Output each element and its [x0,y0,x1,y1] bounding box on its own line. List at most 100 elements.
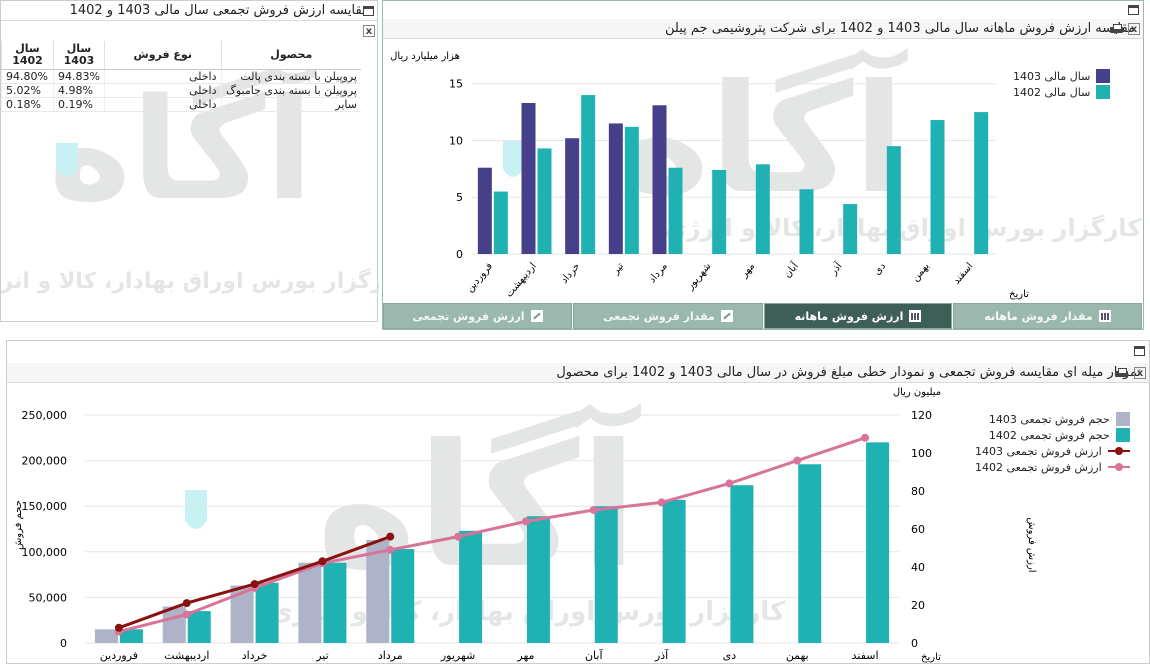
x-tick-label: شهریور [440,649,475,662]
sales-share-table: محصول نوع فروش سال 1403 سال 1402 پروپیلن… [1,41,361,112]
point-value-1403 [318,557,327,566]
point-value-1402 [386,545,395,554]
table-row[interactable]: پروپیلن با بسته بندی پالت داخلی 94.83% 9… [1,69,361,84]
maximize-icon[interactable] [363,6,374,16]
tab-cumulative-value[interactable]: ارزش فروش تجمعی [383,303,572,329]
x-tick-label: آبان [585,648,603,662]
y-tick-label: 0 [456,248,463,261]
bar-volume-1402 [255,582,279,643]
bar-volume-1402 [187,611,211,643]
legend-item-1402[interactable]: سال مالی 1402 [1013,84,1111,100]
point-value-1403 [250,580,259,589]
legend-swatch [1115,428,1130,442]
point-value-1403 [386,532,395,541]
bar-chart-icon [909,310,922,322]
export-excel-icon[interactable]: x [1128,23,1140,35]
y-tick-label: 250,000 [22,409,68,422]
tab-label: ارزش فروش تجمعی [412,310,525,323]
legend-item-1403[interactable]: سال مالی 1403 [1013,68,1111,84]
bar-1402 [799,189,814,254]
share-1402-cell: 94.80% [1,69,54,84]
x-tick-label: خرداد [242,649,268,662]
bar-1403 [652,105,667,254]
print-icon[interactable] [1110,24,1123,35]
legend-item-value-1403[interactable]: ارزش فروش تجمعی 1403 [975,443,1130,459]
share-1402-cell: 0.18% [1,97,54,112]
bar-volume-1402 [866,442,890,643]
legend-item-volume-1403[interactable]: حجم فروش تجمعی 1403 [975,411,1130,427]
x-tick-label: فروردین [464,261,495,295]
bar-volume-1403 [366,539,390,643]
bar-1402 [886,146,901,254]
legend-item-volume-1402[interactable]: حجم فروش تجمعی 1402 [975,427,1130,443]
x-axis-label: تاریخ [1009,289,1029,300]
column-header-1402[interactable]: سال 1402 [1,41,54,70]
export-excel-icon[interactable]: x [363,25,375,37]
x-tick-label: دی [872,261,888,277]
x-tick-label: مرداد [647,261,670,285]
x-tick-label: تیر [610,261,626,278]
point-value-1403 [182,599,191,608]
y2-axis-unit-label: میلیون ریال [893,387,941,398]
tab-monthly-quantity[interactable]: مقدار فروش ماهانه [953,303,1142,329]
maximize-icon[interactable] [1128,5,1139,15]
point-value-1402 [454,532,463,541]
bar-1402 [755,164,770,254]
maximize-icon[interactable] [1134,346,1145,356]
column-header-sale-type[interactable]: نوع فروش [103,41,222,70]
print-icon[interactable] [1115,368,1128,379]
bar-1402 [843,204,858,254]
legend-label: سال مالی 1402 [1013,85,1091,99]
product-cell: پروپیلن با بسته بندی جامبوگ [220,83,361,98]
line-chart-icon [720,310,733,322]
bar-1402 [712,169,727,254]
y2-tick-label: 0 [911,637,918,650]
y2-tick-label: 60 [911,523,925,536]
table-row[interactable]: سایر داخلی 0.19% 0.18% [1,97,361,112]
bar-volume-1402 [459,530,483,643]
product-cell: سایر [220,97,361,112]
legend-label: ارزش فروش تجمعی 1402 [975,460,1102,474]
x-tick-label: خرداد [559,261,582,286]
table-row[interactable]: پروپیلن با بسته بندی جامبوگ داخلی 4.98% … [1,83,361,98]
share-1402-cell: 5.02% [1,83,54,98]
bar-1402 [930,120,945,254]
legend-label: حجم فروش تجمعی 1402 [988,428,1110,442]
tab-cumulative-quantity[interactable]: مقدار فروش تجمعی [573,303,763,329]
share-1403-cell: 94.83% [53,69,105,84]
column-header-product[interactable]: محصول [220,41,361,70]
bar-1402 [537,148,552,254]
column-header-1403[interactable]: سال 1403 [53,41,105,70]
y-tick-label: 5 [456,191,463,204]
y2-tick-label: 120 [911,409,932,422]
point-value-1403 [114,623,123,632]
bar-1402 [493,191,508,254]
bar-1402 [974,112,989,255]
bar-volume-1402 [594,506,618,643]
legend-label: سال مالی 1403 [1013,69,1091,83]
bar-volume-1402 [391,549,415,643]
legend-item-value-1402[interactable]: ارزش فروش تجمعی 1402 [975,459,1130,475]
bar-1403 [521,103,536,254]
cumulative-chart-legend: حجم فروش تجمعی 1403 حجم فروش تجمعی 1402 … [975,411,1130,475]
share-1403-cell: 0.19% [53,97,105,112]
y-axis-label: حجم فروش [13,500,24,550]
y2-tick-label: 80 [911,485,925,498]
point-value-1402 [589,506,598,514]
bar-volume-1403 [94,629,118,643]
bar-volume-1402 [730,485,754,643]
x-tick-label: بهمن [786,649,809,662]
y2-tick-label: 40 [911,561,925,574]
tab-label: ارزش فروش ماهانه [794,310,904,323]
x-tick-label: فروردین [100,649,138,662]
export-excel-icon[interactable]: x [1134,367,1146,379]
point-value-1402 [861,433,870,442]
x-tick-label: آبان [781,259,802,281]
sale-type-cell: داخلی [103,83,222,98]
tab-monthly-value[interactable]: ارزش فروش ماهانه [764,303,952,329]
x-axis-label: تاریخ [921,652,941,663]
sales-share-table-panel: مقایسه ارزش فروش تجمعی سال مالی 1403 و 1… [0,0,379,322]
product-cell: پروپیلن با بسته بندی پالت [220,69,361,84]
point-value-1402 [182,610,191,619]
y-tick-label: 15 [449,78,463,91]
